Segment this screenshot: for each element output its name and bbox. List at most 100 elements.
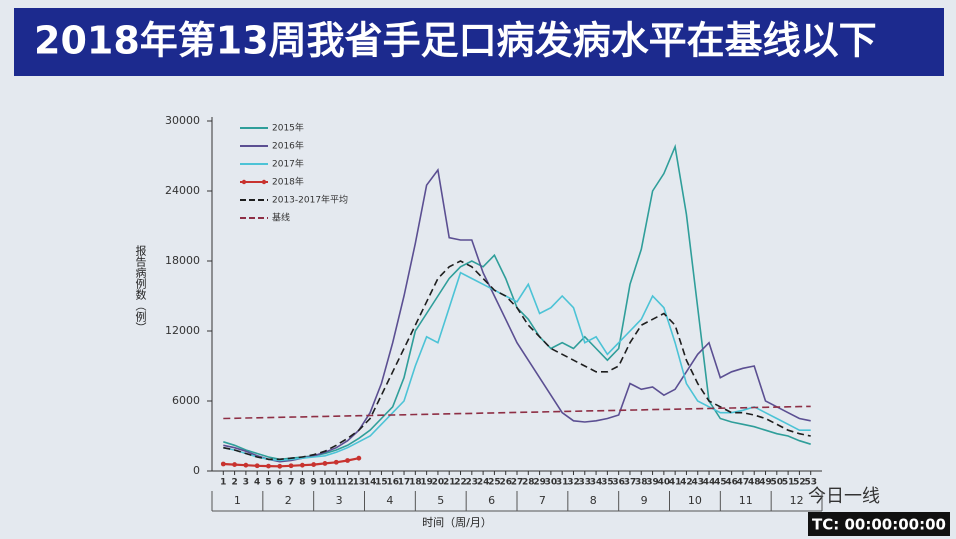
x-tick-label: 2 [231,478,237,488]
month-label: 3 [336,494,343,507]
x-tick-label: 3 [243,478,249,488]
x-tick-label: 50 [771,478,784,488]
x-tick-label: 24 [477,478,490,488]
x-tick-label: 42 [680,478,693,488]
x-tick-label: 12 [341,478,354,488]
y-tick-label: 12000 [165,324,200,337]
x-tick-label: 9 [311,478,317,488]
x-tick-label: 53 [804,478,817,488]
month-label: 1 [234,494,241,507]
series-line [223,405,811,420]
month-label: 7 [539,494,546,507]
month-label: 8 [590,494,597,507]
timecode: TC: 00:00:00:00 [812,516,946,534]
x-tick-label: 20 [432,478,445,488]
y-tick-label: 24000 [165,184,200,197]
timecode-box [808,512,950,536]
x-tick-label: 38 [635,478,648,488]
series-marker [345,458,350,463]
x-tick-label: 4 [254,478,260,488]
x-tick-label: 1 [220,478,226,488]
x-tick-label: 48 [748,478,761,488]
y-tick-label: 30000 [165,114,200,127]
legend-label: 2013-2017年平均 [272,194,348,206]
series-line [223,168,811,463]
x-tick-label: 6 [277,478,283,488]
x-tick-label: 31 [556,478,569,488]
x-tick-label: 30 [545,478,558,488]
series-marker [220,461,226,467]
series-marker [356,455,362,461]
x-tick-label: 29 [533,478,546,488]
series-marker [254,463,260,469]
x-tick-label: 17 [398,478,411,488]
series-marker [243,462,249,468]
legend-label: 2017年 [272,158,304,170]
y-tick-label: 6000 [172,394,200,407]
x-tick-label: 21 [443,478,456,488]
x-tick-label: 22 [454,478,467,488]
series-marker [299,462,305,468]
x-tick-label: 18 [409,478,422,488]
x-tick-label: 23 [466,478,479,488]
x-tick-label: 46 [725,478,738,488]
x-tick-label: 16 [386,478,399,488]
legend-marker [241,179,247,185]
x-tick-label: 44 [703,478,716,488]
legend-marker [261,179,267,185]
x-tick-label: 40 [658,478,671,488]
x-tick-label: 26 [499,478,512,488]
x-tick-label: 37 [624,478,637,488]
x-tick-label: 19 [420,478,433,488]
x-tick-label: 8 [299,478,305,488]
x-tick-label: 7 [288,478,294,488]
chart-title: 2018年第13周我省手足口病发病水平在基线以下 [34,19,877,63]
series-line [223,260,811,461]
series-marker [311,462,317,467]
month-label: 10 [688,494,702,507]
x-tick-label: 39 [646,478,659,488]
x-tick-label: 43 [691,478,704,488]
y-tick-label: 0 [193,464,200,477]
series-marker [322,461,328,466]
x-axis-label: 时间（周/月） [422,516,492,529]
month-label: 2 [285,494,292,507]
series-marker [277,463,283,469]
month-label: 9 [641,494,648,507]
month-label: 6 [488,494,495,507]
x-tick-label: 15 [375,478,388,488]
legend-label: 基线 [272,212,290,224]
x-tick-label: 35 [601,478,614,488]
x-tick-label: 28 [522,478,535,488]
month-label: 12 [790,494,804,507]
legend-label: 2015年 [272,122,304,134]
x-tick-label: 10 [319,478,332,488]
y-tick-label: 18000 [165,254,200,267]
x-tick-label: 49 [759,478,772,488]
month-label: 11 [739,494,753,507]
y-axis-label: 报告病例数（例） [134,244,147,333]
watermark: 今日一线 [808,486,880,507]
x-tick-label: 33 [579,478,592,488]
x-tick-label: 47 [737,478,750,488]
x-tick-label: 34 [590,478,603,488]
x-tick-label: 52 [793,478,806,488]
x-tick-label: 25 [488,478,501,488]
legend-label: 2016年 [272,140,304,152]
x-tick-label: 32 [567,478,580,488]
x-tick-label: 11 [330,478,343,488]
title-banner [14,8,944,76]
x-tick-label: 14 [364,478,377,488]
x-tick-label: 51 [782,478,795,488]
series-marker [333,459,339,465]
x-tick-label: 13 [353,478,366,488]
x-tick-label: 5 [265,478,271,488]
month-label: 5 [437,494,444,507]
series-marker [288,463,294,469]
x-tick-label: 27 [511,478,524,488]
month-label: 4 [386,494,393,507]
series-marker [232,462,237,467]
